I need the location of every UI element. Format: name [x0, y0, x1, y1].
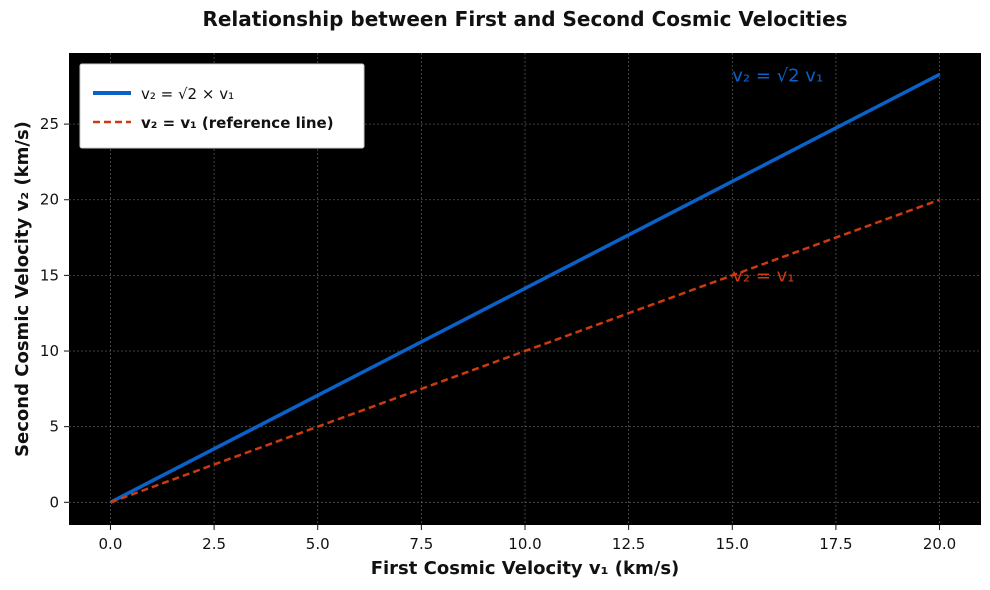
series-line-sqrt2	[109, 72, 941, 504]
annotation-reference: v₂ = v₁	[732, 265, 794, 286]
x-axis-ticks: 0.0 2.5 5.0 7.5 10.0 12.5 15.0 17.5 20.0	[99, 525, 956, 553]
y-tick-label: 0	[49, 493, 59, 511]
y-tick-label: 15	[40, 266, 59, 284]
x-tick-label: 20.0	[923, 535, 956, 553]
x-tick-label: 17.5	[819, 535, 852, 553]
annotation-sqrt2: v₂ = √2 v₁	[732, 66, 823, 87]
x-tick-label: 2.5	[202, 535, 226, 553]
grid	[69, 53, 981, 525]
y-tick-label: 20	[40, 191, 59, 209]
legend-label-sqrt2: v₂ = √2 × v₁	[141, 85, 234, 103]
x-axis-label: First Cosmic Velocity v₁ (km/s)	[371, 558, 680, 579]
y-axis-ticks: 0 5 10 15 20 25	[40, 115, 69, 511]
legend: v₂ = √2 × v₁ v₂ = v₁ (reference line)	[79, 63, 365, 149]
y-tick-label: 10	[40, 342, 59, 360]
x-tick-label: 12.5	[612, 535, 645, 553]
y-tick-label: 5	[49, 418, 59, 436]
x-tick-label: 10.0	[508, 535, 541, 553]
series-layer	[109, 72, 941, 504]
legend-box	[79, 63, 365, 149]
legend-label-reference: v₂ = v₁ (reference line)	[141, 114, 334, 132]
x-tick-label: 7.5	[409, 535, 433, 553]
series-line-reference	[110, 198, 940, 504]
x-tick-label: 0.0	[99, 535, 123, 553]
y-tick-label: 25	[40, 115, 59, 133]
x-tick-label: 5.0	[306, 535, 330, 553]
chart-title: Relationship between First and Second Co…	[202, 7, 847, 31]
y-axis-label: Second Cosmic Velocity v₂ (km/s)	[12, 121, 33, 457]
x-tick-label: 15.0	[716, 535, 749, 553]
annotations: v₂ = √2 v₁ v₂ = v₁	[732, 66, 823, 287]
